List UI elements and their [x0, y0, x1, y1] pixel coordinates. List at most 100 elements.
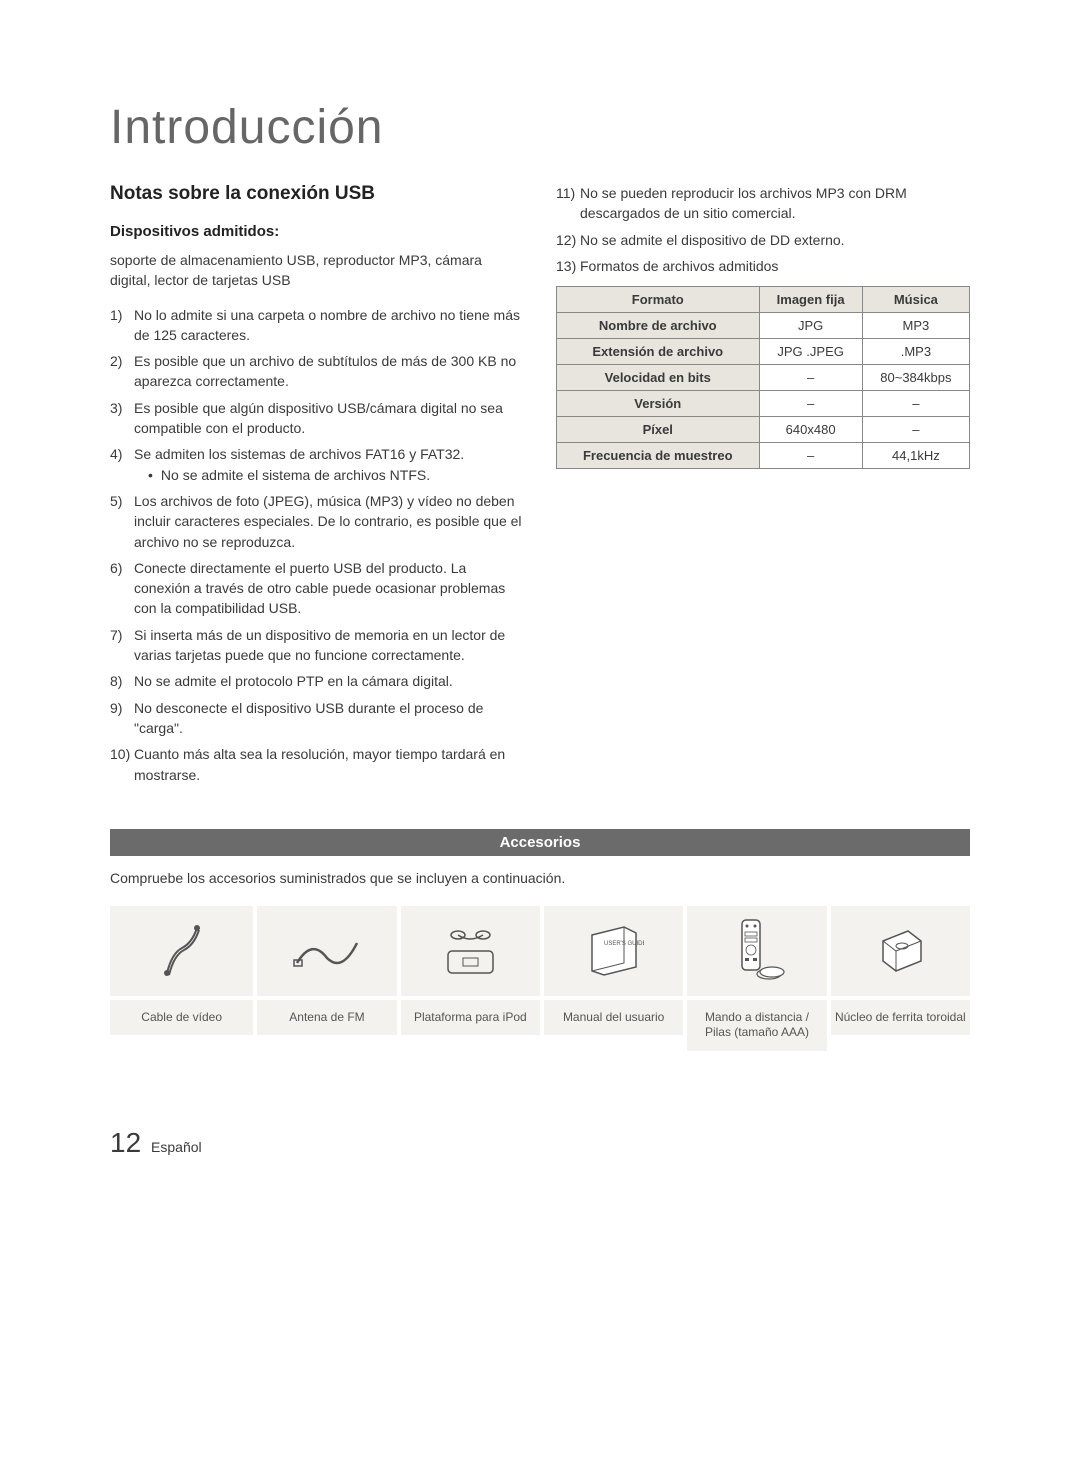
list-number: 4) — [110, 444, 134, 485]
list-text: No desconecte el dispositivo USB durante… — [134, 698, 524, 739]
usb-subheading: Dispositivos admitidos: — [110, 223, 524, 240]
table-cell: JPG — [759, 313, 862, 339]
table-cell: – — [759, 365, 862, 391]
list-number: 10) — [110, 744, 134, 785]
table-cell: 80~384kbps — [862, 365, 969, 391]
two-column-layout: Notas sobre la conexión USB Dispositivos… — [110, 183, 970, 791]
accessory-icon-box: USER'S GUIDE — [540, 906, 683, 996]
table-row: Extensión de archivoJPG .JPEG.MP3 — [557, 339, 970, 365]
list-item: 6)Conecte directamente el puerto USB del… — [110, 558, 524, 619]
list-item: 1)No lo admite si una carpeta o nombre d… — [110, 305, 524, 346]
list-number: 12) — [556, 230, 580, 250]
accessory-cell: USER'S GUIDE Manual del usuario — [540, 900, 683, 1057]
format-table-body: Nombre de archivoJPGMP3Extensión de arch… — [557, 313, 970, 469]
list-text: Si inserta más de un dispositivo de memo… — [134, 625, 524, 666]
accessory-icon-box — [253, 906, 396, 996]
th-musica: Música — [862, 287, 969, 313]
list-item: 2)Es posible que un archivo de subtítulo… — [110, 351, 524, 392]
accessory-label: Cable de vídeo — [110, 1000, 253, 1036]
list-item: 9)No desconecte el dispositivo USB duran… — [110, 698, 524, 739]
accessory-cell: Mando a distancia / Pilas (tamaño AAA) — [683, 900, 826, 1057]
accessory-icon-box — [397, 906, 540, 996]
svg-text:USER'S GUIDE: USER'S GUIDE — [604, 941, 644, 947]
table-cell: Frecuencia de muestreo — [557, 443, 760, 469]
accessory-label: Núcleo de ferrita toroidal — [827, 1000, 970, 1036]
table-cell: 640x480 — [759, 417, 862, 443]
table-cell: JPG .JPEG — [759, 339, 862, 365]
list-item: 11)No se pueden reproducir los archivos … — [556, 183, 970, 224]
list-item: 5)Los archivos de foto (JPEG), música (M… — [110, 491, 524, 552]
page-number: 12 — [110, 1127, 141, 1158]
list-item: 12)No se admite el dispositivo de DD ext… — [556, 230, 970, 250]
manual-icon: USER'S GUIDE — [584, 923, 644, 978]
table-cell: – — [862, 391, 969, 417]
table-row: Frecuencia de muestreo–44,1kHz — [557, 443, 970, 469]
fm-antenna-icon — [292, 928, 362, 973]
right-column: 11)No se pueden reproducir los archivos … — [556, 183, 970, 791]
table-cell: Píxel — [557, 417, 760, 443]
list-item: 4)Se admiten los sistemas de archivos FA… — [110, 444, 524, 485]
accessory-cell: Cable de vídeo — [110, 900, 253, 1057]
format-table: Formato Imagen fija Música Nombre de arc… — [556, 286, 970, 469]
list-text: Formatos de archivos admitidos — [580, 256, 970, 276]
accessory-label: Manual del usuario — [540, 1000, 683, 1036]
accessory-label: Antena de FM — [253, 1000, 396, 1036]
accessory-cell: Plataforma para iPod — [397, 900, 540, 1057]
list-text: Se admiten los sistemas de archivos FAT1… — [134, 444, 524, 485]
table-cell: – — [759, 391, 862, 417]
list-text: Cuanto más alta sea la resolución, mayor… — [134, 744, 524, 785]
th-formato: Formato — [557, 287, 760, 313]
table-row: Velocidad en bits–80~384kbps — [557, 365, 970, 391]
list-item: 8)No se admite el protocolo PTP en la cá… — [110, 671, 524, 691]
video-cable-icon — [157, 923, 207, 978]
list-item: 7)Si inserta más de un dispositivo de me… — [110, 625, 524, 666]
page-title: Introducción — [110, 100, 970, 155]
table-cell: MP3 — [862, 313, 969, 339]
list-item: 13)Formatos de archivos admitidos — [556, 256, 970, 276]
table-cell: .MP3 — [862, 339, 969, 365]
table-cell: Extensión de archivo — [557, 339, 760, 365]
list-text: No se admite el protocolo PTP en la cáma… — [134, 671, 524, 691]
left-column: Notas sobre la conexión USB Dispositivos… — [110, 183, 524, 791]
list-subbullet: No se admite el sistema de archivos NTFS… — [148, 465, 524, 485]
list-text: Es posible que algún dispositivo USB/cám… — [134, 398, 524, 439]
list-text: No lo admite si una carpeta o nombre de … — [134, 305, 524, 346]
accessory-label: Plataforma para iPod — [397, 1000, 540, 1036]
accessory-label: Mando a distancia / Pilas (tamaño AAA) — [683, 1000, 826, 1051]
page-language: Español — [151, 1139, 202, 1155]
accessory-cell: Núcleo de ferrita toroidal — [827, 900, 970, 1057]
table-cell: Versión — [557, 391, 760, 417]
list-number: 11) — [556, 183, 580, 224]
usb-intro: soporte de almacenamiento USB, reproduct… — [110, 250, 524, 291]
usb-list-right: 11)No se pueden reproducir los archivos … — [556, 183, 970, 276]
footer: 12 Español — [110, 1127, 970, 1159]
ferrite-core-icon — [873, 926, 928, 976]
list-text: Es posible que un archivo de subtítulos … — [134, 351, 524, 392]
list-item: 10)Cuanto más alta sea la resolución, ma… — [110, 744, 524, 785]
list-number: 3) — [110, 398, 134, 439]
table-cell: Nombre de archivo — [557, 313, 760, 339]
list-number: 8) — [110, 671, 134, 691]
list-number: 9) — [110, 698, 134, 739]
list-number: 6) — [110, 558, 134, 619]
list-number: 1) — [110, 305, 134, 346]
list-number: 5) — [110, 491, 134, 552]
list-number: 13) — [556, 256, 580, 276]
list-text: Conecte directamente el puerto USB del p… — [134, 558, 524, 619]
usb-list-left: 1)No lo admite si una carpeta o nombre d… — [110, 305, 524, 785]
table-cell: 44,1kHz — [862, 443, 969, 469]
accessories-grid: Cable de vídeoAntena de FMPlataforma par… — [110, 900, 970, 1057]
table-row: Píxel640x480– — [557, 417, 970, 443]
accessory-icon-box — [683, 906, 826, 996]
accessories-intro: Compruebe los accesorios suministrados q… — [110, 870, 970, 886]
list-text: No se admite el dispositivo de DD extern… — [580, 230, 970, 250]
list-item: 3)Es posible que algún dispositivo USB/c… — [110, 398, 524, 439]
ipod-dock-icon — [433, 923, 508, 978]
table-cell: – — [862, 417, 969, 443]
usb-heading: Notas sobre la conexión USB — [110, 183, 524, 205]
table-row: Nombre de archivoJPGMP3 — [557, 313, 970, 339]
th-imagen: Imagen fija — [759, 287, 862, 313]
accessories-bar: Accesorios — [110, 829, 970, 856]
list-text: No se pueden reproducir los archivos MP3… — [580, 183, 970, 224]
table-cell: Velocidad en bits — [557, 365, 760, 391]
